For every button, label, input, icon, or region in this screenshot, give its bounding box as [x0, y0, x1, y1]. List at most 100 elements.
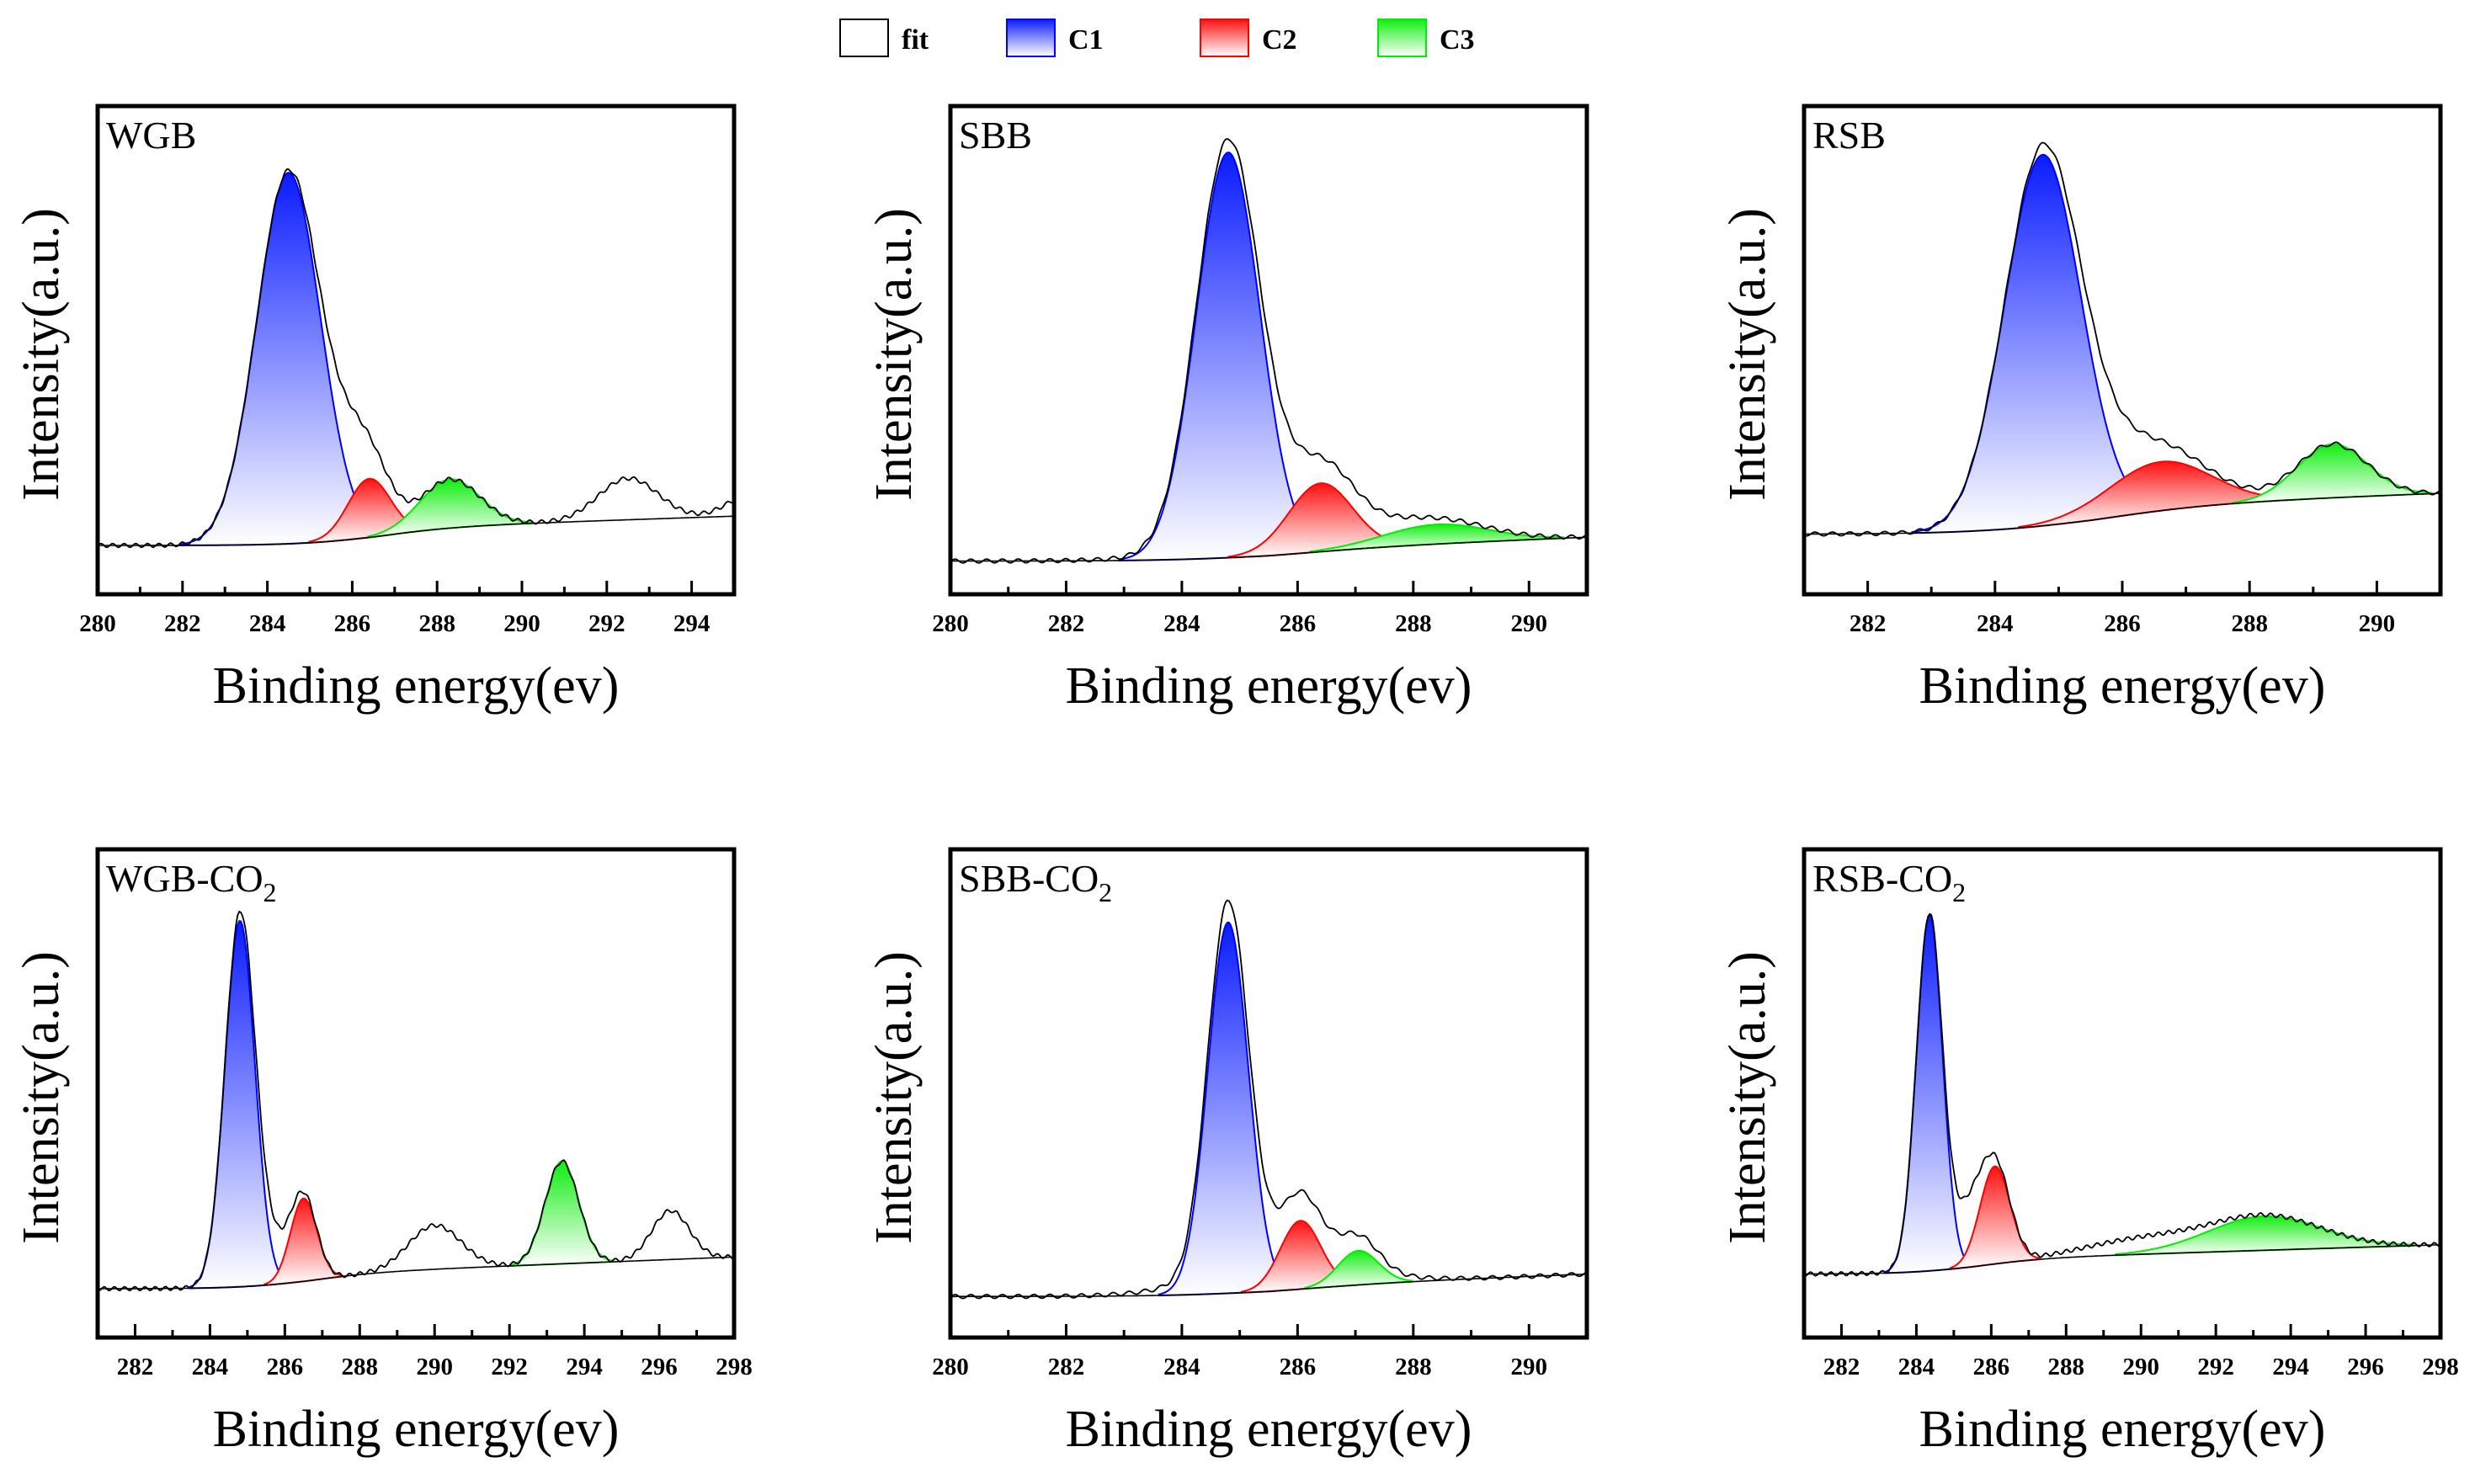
x-tick-label: 286: [2104, 610, 2141, 637]
x-tick-label: 294: [673, 610, 711, 637]
panel-title-main: SBB: [959, 114, 1032, 157]
legend-item-c3: C3: [1377, 19, 1475, 57]
legend: fit C1 C2 C3: [839, 19, 1475, 57]
x-tick-label: 282: [1048, 1354, 1085, 1380]
fit-line: [950, 899, 1587, 1300]
x-tick-label: 282: [1850, 610, 1887, 637]
panel-title-main: WGB: [106, 114, 196, 157]
panel-title-subscript: 2: [263, 877, 277, 907]
x-tick-label: 284: [192, 1354, 229, 1380]
x-axis-label: Binding energy(ev): [213, 657, 620, 715]
panel-title: WGB-CO2: [106, 857, 277, 907]
panel-sbb: 280 282 284 286 288 290 Binding energy(ev) Inte…: [865, 104, 1589, 715]
plot-frame: [948, 847, 1589, 1340]
y-axis-label: Intensity(a.u.): [13, 951, 70, 1244]
baseline-line: [98, 1256, 734, 1290]
panel-wgb: 280 282 284 286 288 290 292 294 Binding energy(e…: [13, 104, 737, 715]
x-tick-label: 282: [164, 610, 201, 637]
x-tick-label: 284: [1163, 1354, 1200, 1380]
x-tick-label: 280: [932, 1354, 969, 1380]
x-tick-label: 280: [932, 610, 969, 637]
legend-swatch: [839, 19, 889, 57]
legend-swatch: [1200, 19, 1249, 57]
y-axis-label: Intensity(a.u.): [13, 208, 70, 501]
panel-title-main: WGB-CO: [106, 857, 263, 900]
peak-c2: [1949, 1165, 2041, 1270]
x-tick-label: 286: [334, 610, 371, 637]
x-tick-label: 288: [1395, 610, 1432, 637]
panel-title-subscript: 2: [1099, 877, 1112, 907]
baseline-line: [1804, 492, 2440, 535]
x-tick-label: 282: [1823, 1354, 1860, 1380]
x-tick-label: 286: [1280, 1354, 1317, 1380]
legend-swatch: [1377, 19, 1427, 57]
legend-item-fit: fit: [839, 19, 929, 57]
x-tick-label: 290: [416, 1354, 453, 1380]
legend-label: C3: [1440, 24, 1475, 56]
x-tick-label: 294: [2272, 1354, 2309, 1380]
x-axis-label: Binding energy(ev): [1066, 1401, 1472, 1458]
panel-sbb-co2: 280 282 284 286 288 290 Binding energy(ev) Inte…: [865, 847, 1589, 1458]
x-tick-label: 282: [117, 1354, 154, 1380]
x-tick-label: 284: [249, 610, 286, 637]
panel-title-main: RSB: [1812, 114, 1886, 157]
x-tick-label: 296: [641, 1354, 678, 1380]
fit-line: [1804, 141, 2440, 537]
legend-label: fit: [902, 24, 929, 56]
panel-rsb: 282 284 286 288 290 Binding energy(ev) Intensi…: [1719, 104, 2443, 715]
legend-label: C2: [1262, 24, 1297, 56]
plot-frame: [95, 104, 737, 597]
plot-frame: [1802, 104, 2443, 597]
peak-c1: [189, 920, 291, 1290]
x-tick-label: 286: [1280, 610, 1317, 637]
y-axis-label: Intensity(a.u.): [1719, 951, 1776, 1244]
peak-c1: [1158, 921, 1298, 1297]
x-tick-label: 290: [503, 610, 540, 637]
x-axis-label: Binding energy(ev): [1919, 657, 2326, 715]
x-tick-label: 292: [2197, 1354, 2234, 1380]
legend-label: C1: [1068, 24, 1104, 56]
x-tick-label: 296: [2347, 1354, 2384, 1380]
panel-title-subscript: 2: [1952, 877, 1966, 907]
x-tick-label: 292: [491, 1354, 528, 1380]
fit-line: [98, 910, 734, 1292]
x-tick-label: 288: [2231, 610, 2268, 637]
panel-rsb-co2: 282 284 286 288 290 292 294 296 298 Binding energ…: [1719, 847, 2459, 1458]
x-tick-label: 284: [1163, 610, 1200, 637]
x-tick-label: 292: [588, 610, 625, 637]
x-tick-label: 290: [2122, 1354, 2159, 1380]
panel-title-main: RSB-CO: [1812, 857, 1952, 900]
plot-frame: [948, 104, 1589, 597]
baseline-line: [950, 536, 1587, 562]
x-tick-label: 280: [79, 610, 116, 637]
x-tick-label: 288: [342, 1354, 379, 1380]
fit-line: [1804, 912, 2440, 1277]
y-axis-label: Intensity(a.u.): [865, 208, 923, 501]
peak-c1: [1884, 912, 1976, 1274]
plot-frame: [95, 847, 737, 1340]
x-tick-label: 286: [267, 1354, 304, 1380]
x-tick-label: 290: [2359, 610, 2396, 637]
y-axis-label: Intensity(a.u.): [865, 951, 923, 1244]
panel-wgb-co2: 282 284 286 288 290 292 294 296 298 Binding energ…: [13, 847, 753, 1458]
x-tick-label: 282: [1048, 610, 1085, 637]
baseline-line: [1804, 1244, 2440, 1275]
peak-c3: [510, 1160, 615, 1267]
x-tick-label: 290: [1511, 610, 1548, 637]
panel-title: SBB-CO2: [959, 857, 1112, 907]
x-axis-label: Binding energy(ev): [213, 1401, 620, 1458]
x-tick-label: 286: [1973, 1354, 2010, 1380]
peak-c3: [2115, 1215, 2414, 1257]
panel-title: WGB: [106, 114, 196, 157]
x-axis-label: Binding energy(ev): [1919, 1401, 2326, 1458]
x-tick-label: 298: [2422, 1354, 2459, 1380]
fit-line: [950, 138, 1587, 564]
panel-title-main: SBB-CO: [959, 857, 1099, 900]
panel-title: RSB-CO2: [1812, 857, 1966, 907]
x-tick-label: 284: [1898, 1354, 1935, 1380]
legend-swatch: [1006, 19, 1056, 57]
legend-item-c1: C1: [1006, 19, 1104, 57]
x-tick-label: 288: [2048, 1354, 2085, 1380]
legend-item-c2: C2: [1200, 19, 1297, 57]
